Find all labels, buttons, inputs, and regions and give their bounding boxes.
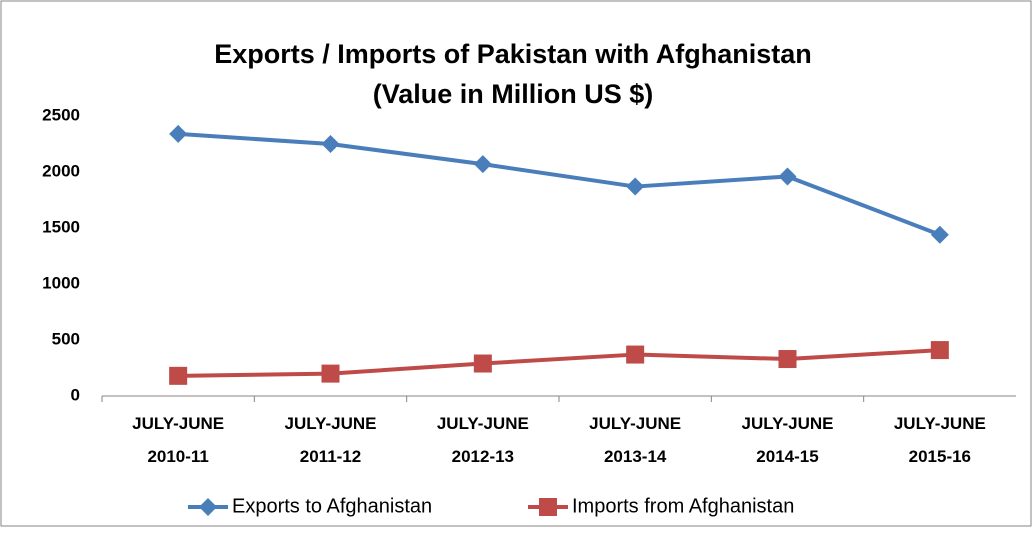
x-tick-label-line: 2012-13 xyxy=(452,447,514,466)
point xyxy=(199,498,217,516)
x-tick-label-line: 2014-15 xyxy=(756,447,818,466)
x-tick-label-line: JULY-JUNE xyxy=(132,414,224,433)
x-tick-label-line: 2010-11 xyxy=(147,447,208,466)
x-tick-label-line: JULY-JUNE xyxy=(894,414,986,433)
x-tick-label-line: JULY-JUNE xyxy=(437,414,529,433)
series-line xyxy=(178,348,940,378)
x-tick-label: JULY-JUNE 2015-16 xyxy=(894,414,986,466)
legend-label: Exports to Afghanistan xyxy=(232,495,432,517)
point xyxy=(930,341,949,360)
point xyxy=(321,135,340,153)
point xyxy=(473,155,492,174)
x-tick-label-line: 2011-12 xyxy=(300,447,361,466)
x-tick-label-line: JULY-JUNE xyxy=(742,414,834,433)
point xyxy=(778,350,797,369)
x-tick-label-line: 2015-16 xyxy=(909,447,971,466)
y-tick-label: 1000 xyxy=(42,273,80,292)
x-tick-label-line: JULY-JUNE xyxy=(285,414,377,433)
chart-subtitle: (Value in Million US $) xyxy=(373,79,654,109)
x-tick-label: JULY-JUNE 2014-15 xyxy=(742,414,834,466)
y-tick-label: 1500 xyxy=(42,217,80,236)
point xyxy=(626,177,645,196)
series-line xyxy=(178,131,941,237)
y-tick-label: 0 xyxy=(71,385,80,404)
chart-title: Exports / Imports of Pakistan with Afgha… xyxy=(214,39,812,69)
y-tick-label: 500 xyxy=(52,329,80,348)
x-tick-label-line: JULY-JUNE xyxy=(589,414,681,433)
x-tick-label: JULY-JUNE 2011-12 xyxy=(285,414,377,466)
point xyxy=(473,354,492,373)
x-tick-label: JULY-JUNE 2012-13 xyxy=(437,414,529,466)
point xyxy=(626,345,645,364)
x-tick-label-line: 2013-14 xyxy=(604,447,667,466)
point xyxy=(930,225,949,244)
point xyxy=(321,364,340,383)
point xyxy=(539,498,557,516)
point xyxy=(778,167,797,186)
legend-label: Imports from Afghanistan xyxy=(572,495,794,517)
y-tick-label: 2000 xyxy=(42,161,80,180)
point xyxy=(169,124,188,143)
x-tick-label: JULY-JUNE 2013-14 xyxy=(589,414,681,466)
x-tick-label: JULY-JUNE 2010-11 xyxy=(132,414,224,466)
point xyxy=(169,366,188,385)
y-tick-label: 2500 xyxy=(42,105,80,124)
